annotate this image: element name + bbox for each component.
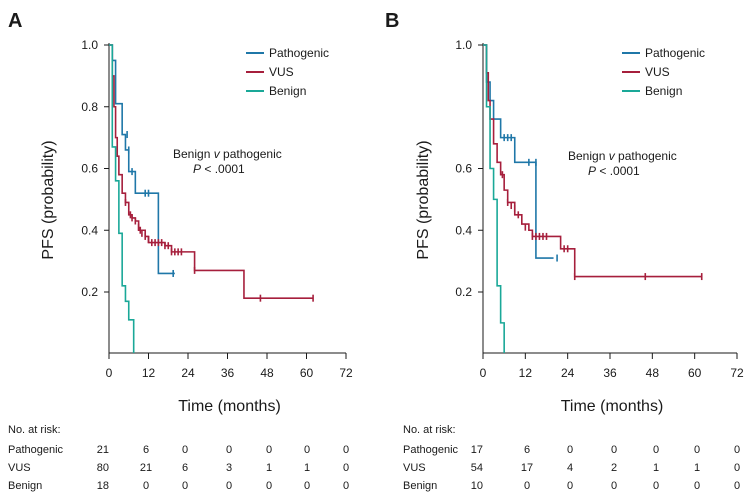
- risk-row-label: Benign: [8, 480, 42, 492]
- risk-cell: 0: [304, 480, 310, 492]
- risk-cell: 0: [653, 480, 659, 492]
- x-tick-label: 12: [519, 366, 533, 380]
- y-tick-label: 0.6: [81, 162, 98, 176]
- y-tick-label: 0.4: [455, 223, 472, 237]
- risk-cell: 10: [471, 480, 483, 492]
- risk-cell: 18: [97, 480, 109, 492]
- risk-cell: 0: [266, 444, 272, 456]
- risk-cell: 0: [694, 480, 700, 492]
- risk-cell: 0: [611, 444, 617, 456]
- risk-cell: 80: [97, 462, 109, 474]
- legend-label: VUS: [645, 65, 670, 79]
- risk-cell: 0: [343, 480, 349, 492]
- risk-row-label: Pathogenic: [403, 444, 459, 456]
- annotation-comparison: Benign v pathogenic: [568, 149, 677, 163]
- risk-cell: 0: [567, 480, 573, 492]
- y-tick-label: 0.4: [81, 223, 98, 237]
- risk-cell: 0: [734, 480, 740, 492]
- panel-label: B: [385, 10, 399, 32]
- y-tick-label: 0.2: [81, 285, 98, 299]
- risk-cell: 0: [226, 480, 232, 492]
- legend-label: Benign: [645, 84, 682, 98]
- risk-table-header: No. at risk:: [403, 424, 456, 436]
- risk-cell: 0: [226, 444, 232, 456]
- risk-cell: 1: [266, 462, 272, 474]
- x-tick-label: 60: [688, 366, 702, 380]
- x-tick-label: 48: [646, 366, 660, 380]
- risk-row-label: VUS: [403, 462, 426, 474]
- risk-cell: 0: [304, 444, 310, 456]
- legend-label: VUS: [269, 65, 294, 79]
- risk-cell: 21: [97, 444, 109, 456]
- risk-cell: 0: [343, 462, 349, 474]
- x-axis-label: Time (months): [178, 398, 281, 415]
- risk-cell: 1: [653, 462, 659, 474]
- annotation-comparison: Benign v pathogenic: [173, 147, 282, 161]
- risk-cell: 0: [611, 480, 617, 492]
- risk-cell: 0: [343, 444, 349, 456]
- risk-cell: 21: [140, 462, 152, 474]
- risk-row-label: VUS: [8, 462, 31, 474]
- y-tick-label: 1.0: [81, 38, 98, 52]
- risk-cell: 4: [567, 462, 573, 474]
- risk-cell: 0: [143, 480, 149, 492]
- panel-label: A: [8, 10, 22, 32]
- risk-cell: 0: [734, 462, 740, 474]
- y-tick-label: 0.8: [81, 100, 98, 114]
- x-tick-label: 0: [106, 366, 113, 380]
- risk-cell: 1: [304, 462, 310, 474]
- risk-cell: 17: [521, 462, 533, 474]
- y-axis-label: PFS (probability): [415, 140, 432, 259]
- risk-cell: 6: [143, 444, 149, 456]
- risk-row-label: Benign: [403, 480, 437, 492]
- x-axis-label: Time (months): [561, 398, 664, 415]
- y-tick-label: 0.6: [455, 162, 472, 176]
- y-tick-label: 0.2: [455, 285, 472, 299]
- x-tick-label: 36: [221, 366, 235, 380]
- risk-cell: 17: [471, 444, 483, 456]
- y-axis-label: PFS (probability): [40, 140, 57, 259]
- risk-cell: 0: [182, 480, 188, 492]
- series-line-pathogenic: [483, 44, 554, 259]
- x-tick-label: 72: [339, 366, 353, 380]
- annotation-pvalue: P < .0001: [588, 164, 640, 178]
- risk-cell: 0: [653, 444, 659, 456]
- risk-table-header: No. at risk:: [8, 424, 61, 436]
- risk-cell: 1: [694, 462, 700, 474]
- legend-label: Pathogenic: [269, 46, 329, 60]
- risk-cell: 3: [226, 462, 232, 474]
- series-line-pathogenic: [109, 44, 175, 275]
- risk-row-label: Pathogenic: [8, 444, 64, 456]
- risk-cell: 0: [694, 444, 700, 456]
- risk-cell: 6: [524, 444, 530, 456]
- x-tick-label: 12: [142, 366, 156, 380]
- x-tick-label: 0: [480, 366, 487, 380]
- series-line-benign: [483, 44, 505, 353]
- risk-cell: 2: [611, 462, 617, 474]
- risk-cell: 0: [524, 480, 530, 492]
- x-tick-label: 24: [561, 366, 575, 380]
- x-tick-label: 48: [260, 366, 274, 380]
- risk-cell: 0: [182, 444, 188, 456]
- risk-cell: 6: [182, 462, 188, 474]
- x-tick-label: 60: [300, 366, 314, 380]
- legend-label: Benign: [269, 84, 306, 98]
- x-tick-label: 36: [603, 366, 617, 380]
- risk-cell: 0: [567, 444, 573, 456]
- risk-cell: 54: [471, 462, 483, 474]
- y-tick-label: 1.0: [455, 38, 472, 52]
- annotation-pvalue: P < .0001: [193, 162, 245, 176]
- legend-label: Pathogenic: [645, 46, 705, 60]
- x-tick-label: 24: [181, 366, 195, 380]
- series-line-benign: [109, 44, 135, 353]
- risk-cell: 0: [266, 480, 272, 492]
- x-tick-label: 72: [730, 366, 744, 380]
- risk-cell: 0: [734, 444, 740, 456]
- series-line-vus: [483, 44, 702, 278]
